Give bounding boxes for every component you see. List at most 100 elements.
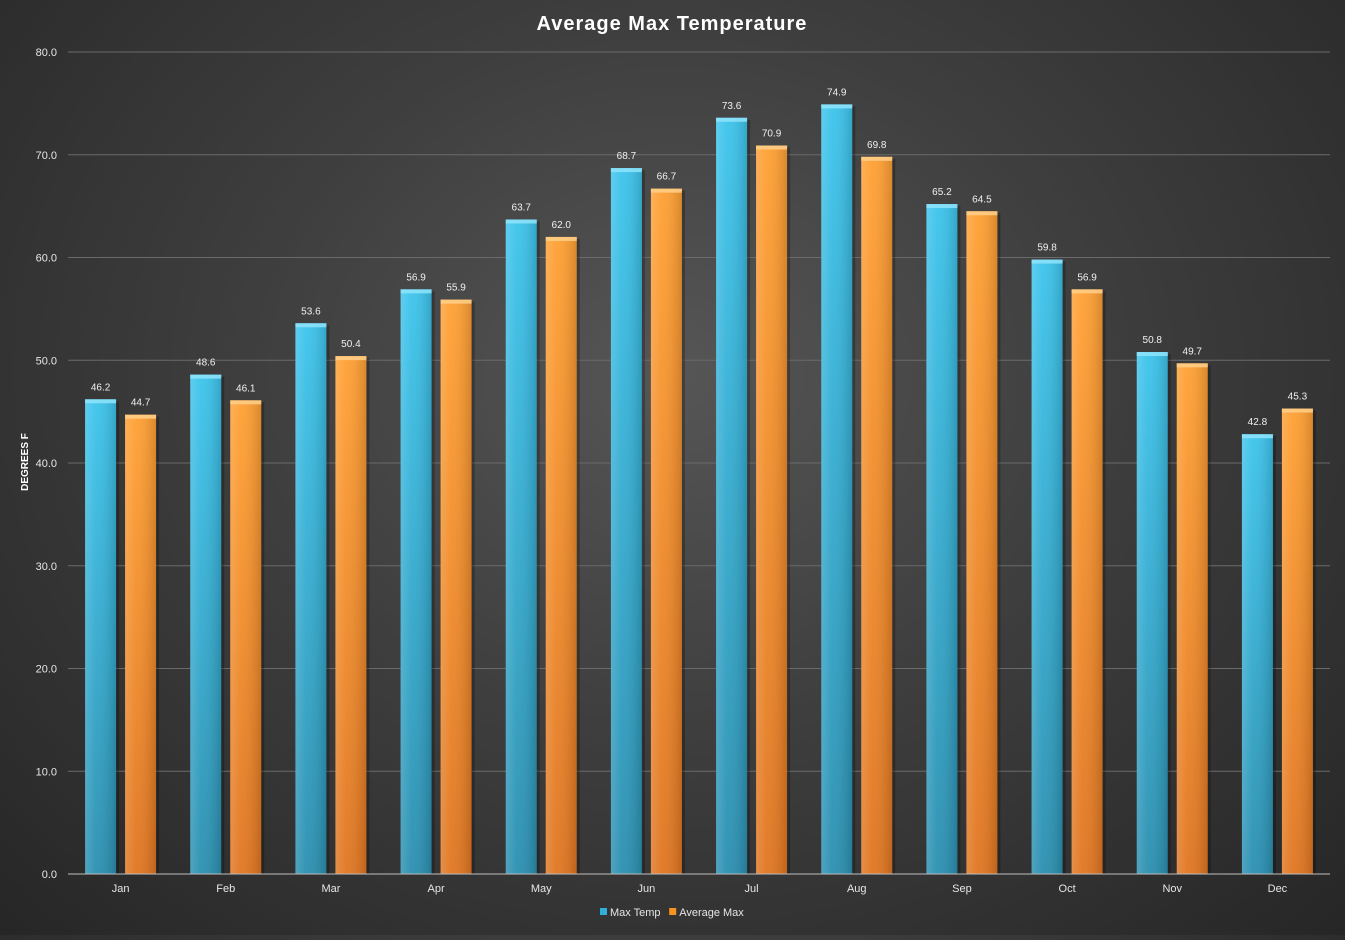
data-label: 59.8	[1037, 243, 1057, 254]
y-tick-label: 80.0	[36, 47, 57, 59]
data-label: 49.7	[1183, 346, 1203, 357]
bar-sheen	[1031, 259, 1063, 874]
bar-cap	[505, 219, 537, 224]
x-tick-label: Aug	[847, 883, 867, 895]
y-tick-label: 60.0	[36, 253, 57, 265]
bar-cap	[926, 204, 958, 209]
legend-label: Average Max	[679, 907, 744, 919]
bar-sheen	[821, 104, 853, 875]
bar-cap	[1136, 352, 1168, 357]
data-label: 56.9	[406, 272, 426, 283]
bar-cap	[650, 188, 682, 193]
bar-sheen	[400, 289, 432, 874]
data-label: 45.3	[1288, 392, 1308, 403]
bar-cap	[861, 156, 893, 161]
x-tick-label: Sep	[952, 883, 972, 895]
bars	[85, 104, 1316, 875]
bar-sheen	[440, 299, 472, 874]
y-tick-label: 50.0	[36, 355, 57, 367]
bar-cap	[821, 104, 853, 109]
bar-cap	[1071, 289, 1103, 294]
bar-cap	[545, 236, 577, 241]
bar-sheen	[926, 204, 958, 874]
x-tick-label: Jun	[638, 883, 656, 895]
x-tick-label: Oct	[1059, 883, 1076, 895]
bar-cap	[295, 323, 327, 328]
x-tick-label: May	[531, 883, 552, 895]
bar-cap	[335, 356, 367, 361]
bar-sheen	[190, 374, 222, 874]
data-label: 74.9	[827, 87, 847, 98]
bar-sheen	[295, 323, 327, 874]
data-label: 55.9	[446, 283, 466, 294]
data-label: 44.7	[131, 398, 151, 409]
bar-sheen	[505, 219, 537, 875]
bar-sheen	[610, 168, 642, 875]
x-tick-label: Feb	[216, 883, 235, 895]
bar-sheen	[1176, 363, 1208, 874]
y-tick-label: 30.0	[36, 561, 57, 573]
data-label: 46.1	[236, 383, 256, 394]
x-tick-label: Dec	[1268, 883, 1288, 895]
legend-swatch	[669, 908, 677, 915]
y-tick-label: 0.0	[42, 869, 57, 881]
data-label: 65.2	[932, 187, 952, 198]
bar-cap	[85, 399, 117, 404]
bar-sheen	[335, 356, 367, 874]
bar-cap	[1176, 363, 1208, 368]
data-label: 50.8	[1143, 335, 1163, 346]
data-label: 69.8	[867, 140, 887, 151]
y-tick-label: 40.0	[36, 458, 57, 470]
bar-cap	[1281, 408, 1313, 413]
x-axis-ticks: Jan Feb Mar Apr May Jun Jul Aug Sep Oct Nov Dec	[112, 883, 1288, 895]
bar-sheen	[1281, 408, 1313, 874]
x-tick-label: Jul	[745, 883, 759, 895]
data-label: 42.8	[1248, 417, 1268, 428]
data-label: 73.6	[722, 101, 742, 112]
x-tick-label: Nov	[1162, 883, 1182, 895]
data-label: 48.6	[196, 358, 216, 369]
bar-sheen	[85, 399, 117, 874]
bar-sheen	[230, 400, 262, 874]
bar-sheen	[1071, 289, 1103, 874]
data-label: 62.0	[552, 220, 572, 231]
bar-cap	[1031, 259, 1063, 264]
bar-sheen	[861, 156, 893, 874]
y-tick-label: 10.0	[36, 766, 57, 778]
bar-cap	[966, 211, 998, 216]
data-label: 66.7	[657, 172, 677, 183]
bar-sheen	[545, 236, 577, 874]
bar-sheen	[125, 414, 157, 874]
data-labels: 46.2 44.7 48.6 46.1 53.6 50.4 56.9 55.9 63.7 62.0…	[91, 87, 1308, 428]
bar-sheen	[1136, 352, 1168, 874]
data-label: 53.6	[301, 306, 321, 317]
legend-swatch	[600, 908, 607, 915]
bar-sheen	[966, 211, 998, 874]
bar-cap	[1241, 434, 1273, 439]
bar-sheen	[716, 117, 748, 874]
bar-cap	[610, 168, 642, 173]
bar-cap	[756, 145, 788, 150]
bar-cap	[716, 117, 748, 122]
x-tick-label: Jan	[112, 883, 130, 895]
gridlines	[68, 51, 1330, 772]
bar-sheen	[756, 145, 788, 874]
bar-cap	[230, 400, 262, 405]
bar-sheen	[650, 188, 682, 875]
data-label: 70.9	[762, 129, 782, 140]
y-tick-label: 70.0	[36, 150, 57, 162]
data-label: 50.4	[341, 339, 361, 350]
legend: Max Temp Average Max	[600, 907, 744, 919]
bar-cap	[400, 289, 432, 294]
data-label: 56.9	[1077, 272, 1097, 283]
data-label: 63.7	[512, 202, 532, 213]
y-axis-ticks: 0.0 10.0 20.0 30.0 40.0 50.0 60.0 70.0 80.0	[36, 47, 57, 881]
chart-title: Average Max Temperature	[537, 13, 808, 35]
data-label: 64.5	[972, 194, 992, 205]
y-tick-label: 20.0	[36, 664, 57, 676]
bar-sheen	[1241, 434, 1273, 874]
y-axis-label: DEGREES F	[20, 433, 31, 491]
x-tick-label: Apr	[428, 883, 445, 895]
